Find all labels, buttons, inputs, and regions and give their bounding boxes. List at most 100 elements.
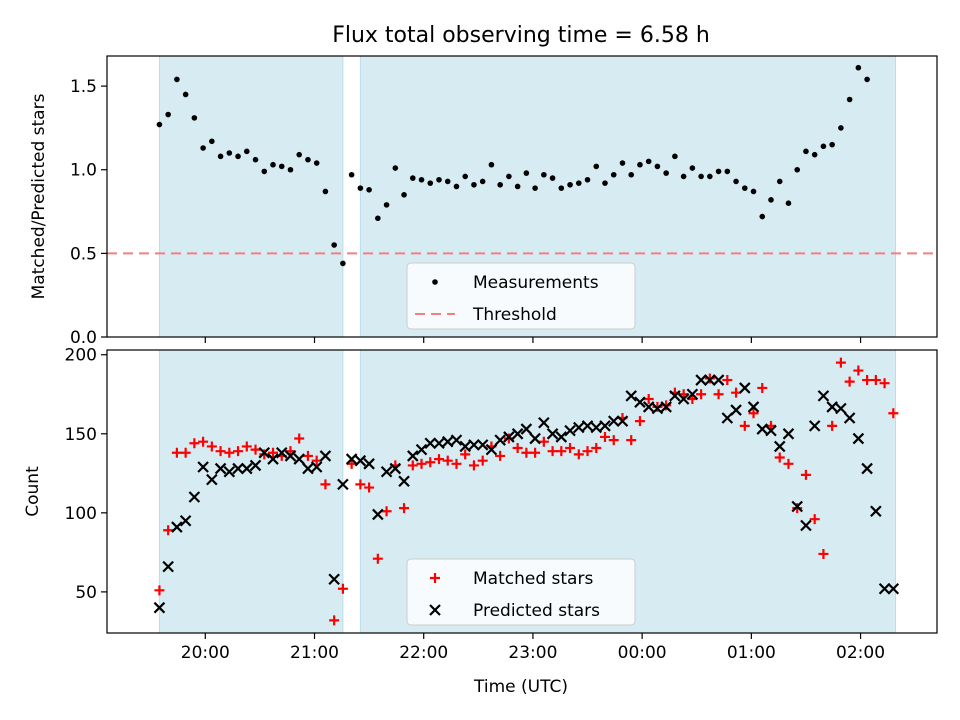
predicted-star-point <box>808 420 821 432</box>
count-y-axis-label: Count <box>23 466 43 517</box>
predicted-star-point <box>642 401 655 413</box>
measurement-point <box>672 153 678 160</box>
measurement-point <box>724 168 731 175</box>
x-tick-label: 20:00 <box>181 643 230 663</box>
measurement-point <box>637 161 643 168</box>
measurement-point <box>209 138 215 145</box>
measurement-point <box>584 176 591 183</box>
matched-star-point <box>302 450 313 461</box>
predicted-star-point <box>398 475 410 488</box>
predicted-star-point <box>197 461 209 473</box>
predicted-star-point <box>564 424 576 437</box>
matched-star-point <box>556 446 567 457</box>
matched-star-point <box>442 455 453 466</box>
matched-star-point <box>399 503 410 514</box>
matched-star-point <box>538 436 549 447</box>
predicted-star-point <box>407 450 419 462</box>
measurement-point <box>348 171 355 178</box>
predicted-star-point <box>800 519 812 532</box>
predicted-star-point <box>337 478 349 491</box>
predicted-star-point <box>459 440 471 453</box>
predicted-star-point <box>529 432 541 445</box>
measurement-point <box>287 166 294 173</box>
predicted-star-point <box>441 435 454 448</box>
legend-box <box>406 262 636 330</box>
measurement-point <box>698 173 704 180</box>
matched-star-point <box>294 433 305 444</box>
measurement-point <box>200 145 206 151</box>
matched-star-point <box>582 446 593 457</box>
predicted-star-point <box>555 431 568 443</box>
measurement-point <box>715 168 722 175</box>
matched-star-point <box>626 435 637 446</box>
matched-star-point <box>661 400 672 411</box>
matched-star-point <box>591 443 602 454</box>
measurement-point <box>864 76 870 83</box>
predicted-star-point <box>389 462 402 475</box>
measurement-point <box>541 171 547 178</box>
measurement-point <box>156 121 163 128</box>
matched-star-point <box>451 458 462 469</box>
measurement-point <box>453 183 460 190</box>
matched-star-point <box>643 394 654 405</box>
measurement-point <box>217 153 224 160</box>
measurement-point <box>846 96 853 103</box>
matched-star-point <box>792 503 803 514</box>
figure-title: Flux total observing time = 6.58 h <box>332 23 710 48</box>
predicted-star-point <box>782 428 795 440</box>
x-tick-label: 01:00 <box>727 643 776 663</box>
predicted-star-point <box>354 454 367 467</box>
measurement-point <box>252 156 259 163</box>
predicted-star-point <box>275 446 288 459</box>
predicted-star-point <box>607 415 620 427</box>
matched-star-point <box>879 378 890 389</box>
matched-star-point <box>416 458 427 469</box>
matched-star-point <box>512 443 523 454</box>
matched-star-point <box>241 441 252 452</box>
measurement-point <box>759 213 766 220</box>
predicted-star-point <box>319 450 332 462</box>
legend-marker-measurement <box>432 279 438 285</box>
measurement-point <box>707 173 713 180</box>
matched-star-point <box>503 433 514 444</box>
matched-star-point <box>268 447 278 458</box>
matched-star-point <box>189 438 200 449</box>
measurement-point <box>654 163 661 170</box>
measurement-point <box>497 181 503 188</box>
matched-star-point <box>337 583 348 594</box>
measurement-point <box>366 187 372 193</box>
predicted-star-point <box>162 560 174 573</box>
matched-star-point <box>844 376 855 387</box>
matched-star-point <box>600 431 610 442</box>
predicted-star-point <box>581 420 594 432</box>
predicted-star-point <box>468 439 480 451</box>
measurement-point <box>331 242 337 248</box>
matched-star-point <box>477 455 488 466</box>
predicted-star-point <box>695 374 707 386</box>
x-tick-label: 00:00 <box>618 643 667 663</box>
measurement-point <box>645 158 652 165</box>
measurement-point <box>558 185 565 191</box>
predicted-star-point <box>345 453 358 465</box>
predicted-star-point <box>363 458 375 470</box>
predicted-star-point <box>415 443 428 456</box>
x-axis-label: Time (UTC) <box>473 677 568 697</box>
measurement-point <box>488 161 495 168</box>
predicted-star-point <box>747 401 760 413</box>
matched-star-point <box>364 482 375 493</box>
predicted-star-point <box>870 505 882 518</box>
matched-star-point <box>634 416 645 427</box>
matched-star-point <box>154 585 165 596</box>
predicted-star-point <box>249 459 262 472</box>
matched-star-point <box>774 452 785 463</box>
predicted-star-point <box>293 453 305 465</box>
predicted-star-point <box>852 432 865 445</box>
measurement-point <box>829 141 835 148</box>
measurement-point <box>226 150 233 156</box>
legend-label: Matched stars <box>473 569 593 589</box>
ratio-panel: 0.0 0.5 1.0 1.5 Matched/Predicted stars Measu… <box>29 55 938 348</box>
predicted-star-point <box>616 415 629 427</box>
predicted-star-point <box>590 421 603 434</box>
matched-star-point <box>521 447 532 458</box>
